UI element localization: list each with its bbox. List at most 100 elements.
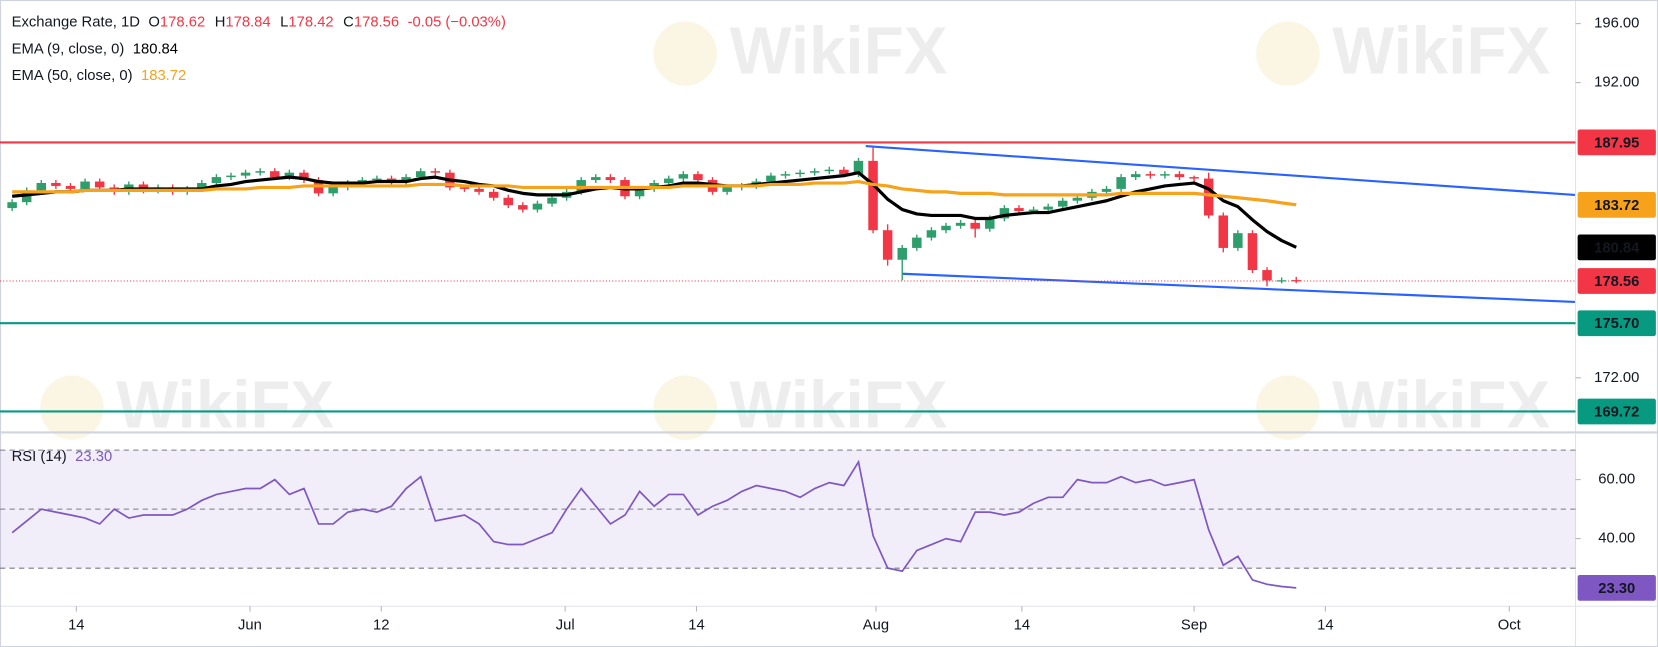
legend-name: EMA (50, close, 0) [12, 68, 133, 84]
badge-label: 169.72 [1594, 404, 1639, 420]
badge-box [1577, 129, 1656, 156]
watermark-logo [1256, 21, 1320, 86]
watermark: WikiFX [1332, 367, 1550, 442]
watermarks: WikiFX WikiFX WikiFX WikiFX WikiFX [40, 13, 1550, 442]
x-tick-label: Sep [1181, 617, 1207, 633]
badge-label: 178.56 [1594, 274, 1639, 290]
badge-box [1577, 268, 1656, 294]
x-tick-label: 14 [688, 617, 704, 633]
candle-body [664, 178, 674, 183]
quote-key: H [215, 14, 226, 30]
legend-entry: RSI (14) 23.30 [12, 449, 113, 465]
candle-body [488, 191, 499, 198]
candle-body [459, 187, 470, 189]
candle-body [1145, 174, 1156, 176]
x-tick-label: 12 [373, 617, 389, 633]
candle-body [503, 197, 513, 206]
badge-label: 175.70 [1594, 316, 1639, 332]
candle-body [270, 171, 280, 178]
candle-body [941, 225, 951, 231]
quote-value: 178.56 [354, 14, 399, 30]
candle-body [532, 203, 543, 210]
x-tick-label: 14 [1317, 617, 1333, 633]
header: Exchange Rate, 1D O178.62 H178.84 L178.42 C1… [12, 14, 506, 30]
candle-body [299, 172, 309, 181]
candle-body [328, 187, 338, 194]
watermark: WikiFX [730, 367, 948, 442]
candle-body [1174, 174, 1185, 178]
candle-body [401, 177, 411, 182]
price-badge: 169.72 [1577, 398, 1656, 425]
trend-line [865, 145, 1576, 197]
quote-key: L [280, 14, 288, 30]
candle-body [547, 197, 557, 204]
candle-body [1203, 178, 1214, 216]
x-tick-label: Jun [238, 617, 262, 633]
candle-body [197, 182, 207, 189]
rsi-band [0, 450, 1576, 569]
badge-label: 180.84 [1594, 240, 1640, 256]
legend-entry: EMA (9, close, 0) 180.84 [12, 41, 178, 57]
candle-body [824, 169, 835, 172]
badge-label: 183.72 [1594, 198, 1639, 214]
watermark-logo [653, 375, 717, 440]
candle-body [722, 187, 732, 192]
price-badge: 180.84 [1577, 234, 1656, 261]
watermark-logo [653, 21, 717, 86]
watermark: WikiFX [730, 13, 948, 88]
candle-body [65, 185, 76, 189]
candle-body [839, 169, 849, 175]
y-tick-label: 192.00 [1594, 75, 1639, 91]
candle-body [284, 172, 295, 178]
candle-body [1116, 177, 1126, 189]
candle-body [1218, 215, 1229, 248]
badge-label: 187.95 [1594, 135, 1639, 151]
quote-value: 178.42 [288, 14, 333, 30]
candle-body [255, 171, 265, 173]
quote-value: 178.84 [225, 14, 270, 30]
y-tick-label: 40.00 [1598, 531, 1635, 547]
candle-body [430, 171, 441, 173]
candle-body [415, 171, 426, 178]
candle-body [474, 188, 484, 192]
ema-line [12, 179, 1297, 207]
candle-body [970, 222, 980, 229]
badge-box [1577, 398, 1656, 425]
candle-body [882, 230, 893, 260]
badge-box [1577, 575, 1656, 601]
candle-body [51, 182, 61, 186]
candle-body [240, 172, 251, 176]
badge-box [1577, 191, 1656, 218]
candle-body [1043, 206, 1053, 210]
candle-body [1291, 280, 1301, 282]
candle-body [94, 181, 105, 188]
trend-line [902, 272, 1575, 304]
candle-body [36, 182, 47, 191]
candle-body [634, 188, 645, 197]
legend-value: 23.30 [75, 449, 112, 465]
price-badge: 178.56 [1577, 268, 1656, 294]
x-tick-label: Jul [556, 617, 575, 633]
candle-body [1058, 200, 1068, 207]
candle-body [1014, 208, 1024, 212]
chart-title: Exchange Rate, 1D [12, 14, 141, 30]
legend-value: 180.84 [133, 41, 178, 57]
quote-key: O [148, 14, 160, 30]
watermark-logo [40, 375, 104, 440]
legend-entry: EMA (50, close, 0) 183.72 [12, 68, 187, 84]
candle-body [605, 177, 616, 181]
legend-value: 183.72 [141, 68, 186, 84]
x-tick-label: Aug [863, 617, 889, 633]
watermark: WikiFX [1332, 13, 1550, 88]
price-badge: 187.95 [1577, 129, 1656, 156]
candle-body [1276, 280, 1287, 282]
candle-body [1101, 188, 1112, 192]
candle-body [7, 202, 17, 209]
candle-body [693, 174, 703, 181]
candle-body [809, 171, 820, 173]
watermark-logo [1256, 375, 1320, 440]
candle-body [1189, 177, 1199, 179]
quote-key: C [343, 14, 354, 30]
candle-body [1262, 270, 1272, 281]
y-tick-label: 60.00 [1598, 472, 1635, 488]
